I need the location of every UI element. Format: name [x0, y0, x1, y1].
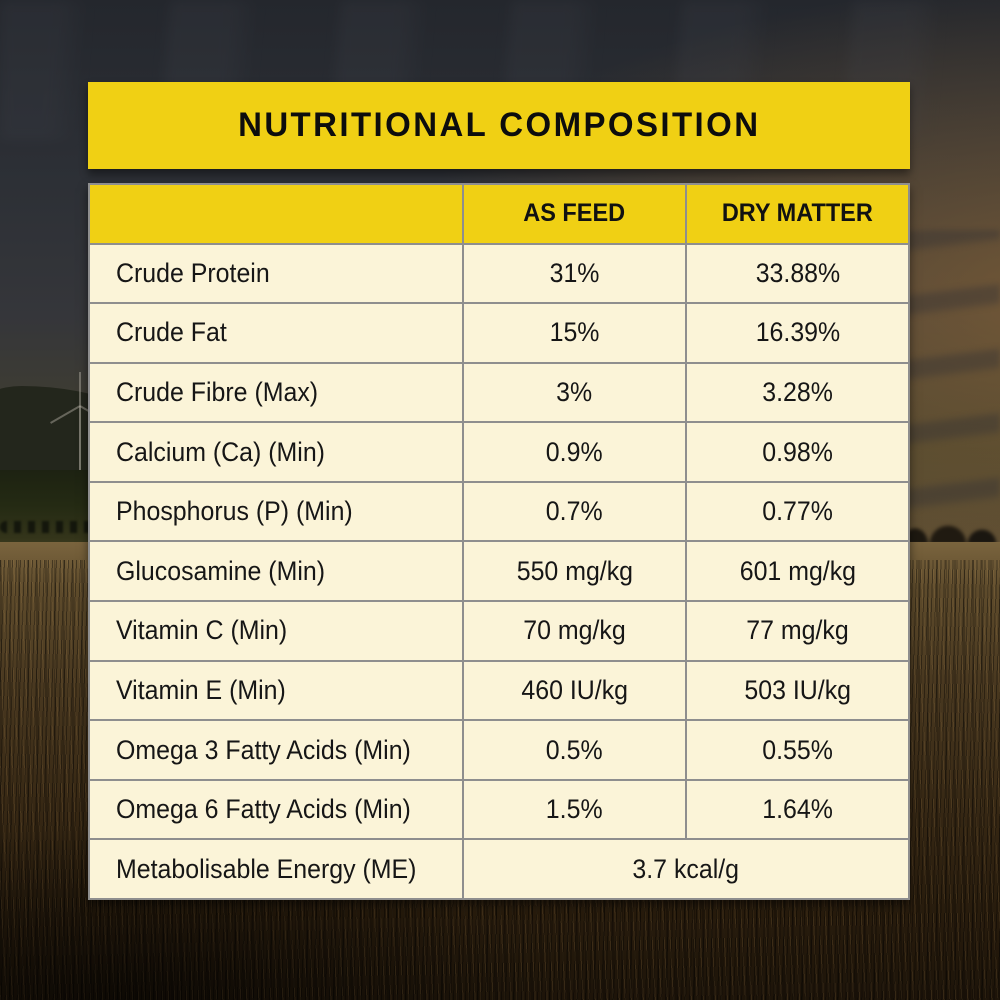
row-label-metabolisable-energy: Metabolisable Energy (ME) — [90, 840, 462, 898]
row-as-feed-value: 0.7% — [464, 482, 685, 541]
wind-turbine-blade — [79, 372, 81, 406]
row-label: Crude Protein — [90, 244, 462, 303]
row-label: Omega 6 Fatty Acids (Min) — [90, 780, 462, 839]
row-as-feed-value: 3% — [464, 363, 685, 422]
row-label: Calcium (Ca) (Min) — [90, 423, 462, 481]
row-label: Glucosamine (Min) — [90, 542, 462, 601]
header-cell-dry-matter: DRY MATTER — [687, 185, 908, 243]
row-as-feed-value: 31% — [464, 244, 685, 303]
row-dry-matter-value: 0.98% — [687, 423, 908, 481]
row-as-feed-value: 15% — [464, 304, 685, 362]
row-as-feed-value: 0.5% — [464, 721, 685, 779]
row-dry-matter-value: 33.88% — [687, 244, 908, 303]
row-as-feed-value: 460 IU/kg — [464, 661, 685, 720]
row-as-feed-value: 1.5% — [464, 780, 685, 839]
row-dry-matter-value: 503 IU/kg — [687, 661, 908, 720]
page-title: NUTRITIONAL COMPOSITION — [237, 106, 761, 144]
header-cell-blank — [90, 185, 462, 243]
row-dry-matter-value: 1.64% — [687, 780, 908, 839]
row-dry-matter-value: 16.39% — [687, 304, 908, 362]
nutrition-table: AS FEED DRY MATTER Crude Protein 31% 33.… — [88, 183, 910, 900]
row-dry-matter-value: 0.77% — [687, 482, 908, 541]
header-as-feed-label: AS FEED — [523, 199, 626, 228]
row-label: Vitamin C (Min) — [90, 602, 462, 660]
row-as-feed-value: 550 mg/kg — [464, 542, 685, 601]
header-cell-as-feed: AS FEED — [464, 185, 685, 243]
row-dry-matter-value: 3.28% — [687, 363, 908, 422]
row-label: Phosphorus (P) (Min) — [90, 482, 462, 541]
row-dry-matter-value: 601 mg/kg — [687, 542, 908, 601]
title-banner: NUTRITIONAL COMPOSITION — [88, 82, 910, 169]
header-dry-matter-label: DRY MATTER — [721, 199, 874, 228]
row-as-feed-value: 70 mg/kg — [464, 602, 685, 660]
background-treeline-right — [900, 514, 1000, 544]
row-label: Omega 3 Fatty Acids (Min) — [90, 721, 462, 779]
row-metabolisable-energy-value: 3.7 kcal/g — [464, 840, 908, 898]
row-label: Crude Fat — [90, 304, 462, 362]
row-label: Vitamin E (Min) — [90, 661, 462, 720]
row-dry-matter-value: 77 mg/kg — [687, 602, 908, 660]
row-dry-matter-value: 0.55% — [687, 721, 908, 779]
row-label: Crude Fibre (Max) — [90, 363, 462, 422]
row-as-feed-value: 0.9% — [464, 423, 685, 481]
